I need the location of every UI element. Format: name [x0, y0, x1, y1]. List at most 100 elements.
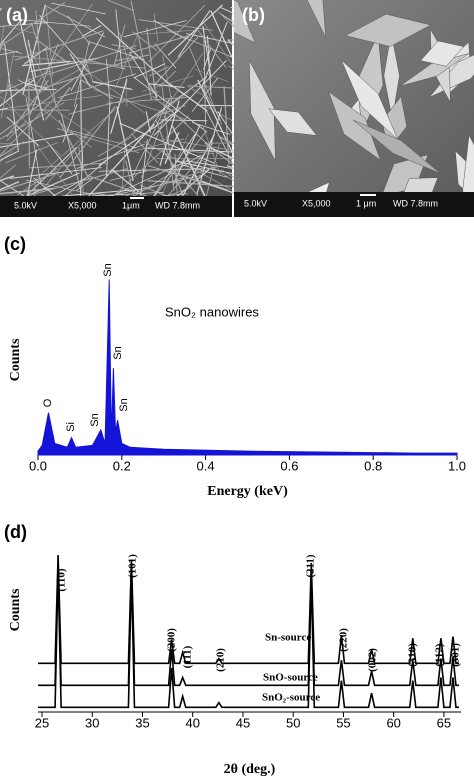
fiber: [125, 160, 135, 197]
fiber: [197, 30, 227, 68]
fiber: [146, 28, 158, 102]
panel-label: (d): [4, 522, 27, 542]
fiber: [76, 177, 94, 191]
x-tick-label: 30: [85, 715, 99, 730]
fiber: [133, 63, 166, 79]
x-tick-label: 40: [185, 715, 199, 730]
fiber: [47, 44, 137, 76]
fiber: [88, 41, 146, 61]
fiber: [80, 61, 146, 69]
panel-label: (b): [242, 5, 265, 25]
fiber: [142, 75, 194, 92]
fiber: [5, 142, 58, 164]
peak-label: Sn: [118, 398, 130, 411]
sem-info: X5,000: [68, 200, 97, 210]
fiber: [184, 150, 215, 155]
fiber: [0, 172, 59, 192]
fiber: [0, 141, 25, 158]
fiber: [194, 69, 229, 82]
y-axis-label: Counts: [8, 338, 23, 381]
series-label: SnO-source: [263, 672, 318, 684]
x-tick-label: 55: [336, 715, 350, 730]
fiber: [138, 19, 214, 31]
fiber: [177, 10, 211, 58]
fiber: [132, 31, 158, 51]
xrd-pattern: [38, 554, 459, 665]
fiber: [169, 52, 203, 103]
peak-label: Si: [65, 422, 77, 432]
sem-info: WD 7.8mm: [155, 200, 200, 210]
fiber: [0, 181, 20, 191]
fiber: [18, 19, 91, 27]
sem-image-a: [0, 0, 318, 217]
crystal-blade: [249, 60, 276, 162]
fiber: [81, 141, 84, 163]
fiber: [0, 189, 44, 195]
fiber: [6, 79, 49, 138]
fiber: [73, 40, 90, 108]
fiber: [57, 73, 137, 99]
fiber: [113, 146, 167, 197]
fiber: [111, 168, 140, 193]
fiber: [210, 10, 233, 58]
crystal-blade: [353, 119, 441, 174]
fiber: [64, 158, 109, 197]
x-tick-label: 65: [437, 715, 451, 730]
crystal-blade: [462, 134, 474, 192]
fiber: [0, 25, 5, 51]
fiber: [80, 79, 82, 145]
fiber: [62, 188, 143, 197]
peak-label: Sn: [89, 413, 101, 426]
fiber: [159, 70, 176, 88]
reflection-label: (111): [182, 645, 194, 668]
fiber: [162, 193, 188, 197]
fiber: [154, 43, 177, 69]
fiber: [192, 122, 231, 135]
fiber: [192, 172, 205, 197]
fiber: [79, 158, 83, 197]
x-tick-label: 0.2: [113, 458, 131, 473]
fiber: [35, 97, 93, 135]
sem-info: X5,000: [302, 198, 331, 208]
fiber: [0, 98, 55, 157]
xrd-pattern: [38, 562, 459, 687]
reflection-label: (101): [127, 554, 139, 578]
fiber: [0, 70, 51, 94]
fiber: [0, 50, 18, 56]
fiber: [88, 123, 155, 197]
fiber: [130, 35, 189, 54]
fiber: [81, 25, 102, 37]
fiber: [91, 80, 133, 91]
fiber: [162, 55, 173, 103]
x-tick-label: 0.4: [197, 458, 215, 473]
fiber: [97, 136, 132, 157]
reflection-label: (110): [56, 568, 68, 592]
x-tick-label: 50: [286, 715, 300, 730]
sem-info: 5.0kV: [14, 200, 37, 210]
sem-image-b: [234, 0, 474, 217]
reflection-label: (211): [305, 554, 317, 578]
sem-info: 1μm: [122, 200, 140, 210]
fiber: [62, 104, 78, 143]
fiber: [106, 97, 187, 104]
fiber: [69, 53, 91, 87]
fiber: [26, 82, 48, 90]
fiber: [111, 43, 136, 50]
fiber: [113, 91, 190, 149]
fiber: [78, 147, 85, 197]
fiber: [170, 162, 199, 197]
fiber: [0, 22, 48, 27]
fiber: [93, 89, 185, 120]
fiber: [79, 78, 114, 100]
x-axis-label: Energy (keV): [207, 484, 288, 499]
fiber: [46, 6, 106, 38]
fiber: [107, 0, 135, 12]
fiber: [144, 147, 240, 153]
fiber: [0, 175, 15, 182]
fiber: [22, 60, 71, 67]
fiber: [0, 164, 17, 179]
fiber: [45, 86, 71, 121]
fiber: [38, 40, 70, 65]
fiber: [82, 67, 146, 114]
reflection-label: (220): [338, 628, 350, 652]
